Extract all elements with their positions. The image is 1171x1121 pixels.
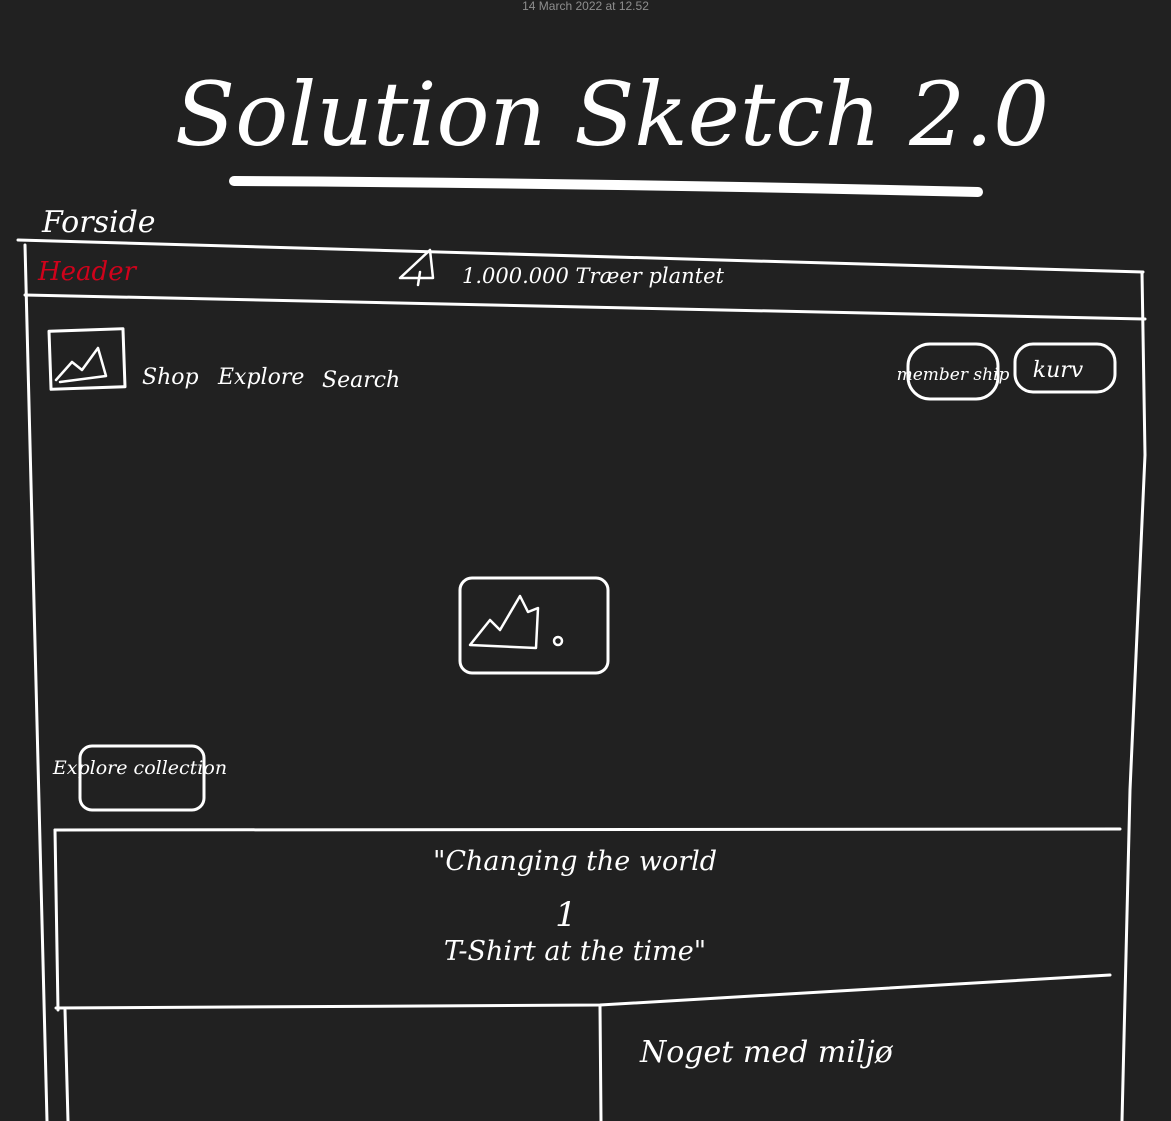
- quote-line-2: 1: [555, 895, 577, 935]
- explore-collection-line: Explore collection: [52, 757, 227, 779]
- frame-left: [23, 243, 49, 1121]
- header-announcement: 1.000.000 Træer plantet: [462, 264, 725, 288]
- explore-collection-label: Explore collection: [52, 757, 227, 779]
- hero-divider: [53, 827, 1122, 832]
- membership-button-label: member ship: [897, 365, 1010, 385]
- frame-top: [16, 238, 1145, 274]
- nav-item-shop[interactable]: Shop: [142, 365, 199, 390]
- nav-item-explore[interactable]: Explore: [217, 365, 304, 390]
- header-divider: [23, 293, 1147, 321]
- bottom-column-divider: [598, 1004, 603, 1121]
- quote-line-1: "Changing the world: [433, 846, 717, 877]
- frame-right: [1120, 270, 1147, 1121]
- bottom-left-edge: [63, 1008, 70, 1121]
- header-label: Header: [37, 257, 138, 287]
- tree-icon: [398, 248, 435, 287]
- explore-collection-button[interactable]: Explore collection: [52, 744, 227, 812]
- cart-button[interactable]: kurv: [1013, 342, 1117, 394]
- nav-item-search[interactable]: Search: [322, 368, 400, 393]
- hero-image-placeholder-icon: [458, 576, 610, 675]
- page-title: Solution Sketch 2.0: [175, 63, 1049, 166]
- quote-line-3: T-Shirt at the time": [444, 936, 706, 967]
- timestamp: 14 March 2022 at 12.52: [522, 0, 649, 13]
- quote-left-edge: [53, 828, 60, 1012]
- page-label: Forside: [41, 205, 156, 240]
- logo-image-placeholder-icon[interactable]: [47, 327, 127, 391]
- bottom-right-text: Noget med miljø: [639, 1035, 894, 1070]
- membership-button[interactable]: member ship: [897, 342, 1010, 401]
- title-underline: [229, 176, 983, 197]
- cart-button-label: kurv: [1033, 358, 1084, 383]
- quote-divider: [54, 973, 1112, 1010]
